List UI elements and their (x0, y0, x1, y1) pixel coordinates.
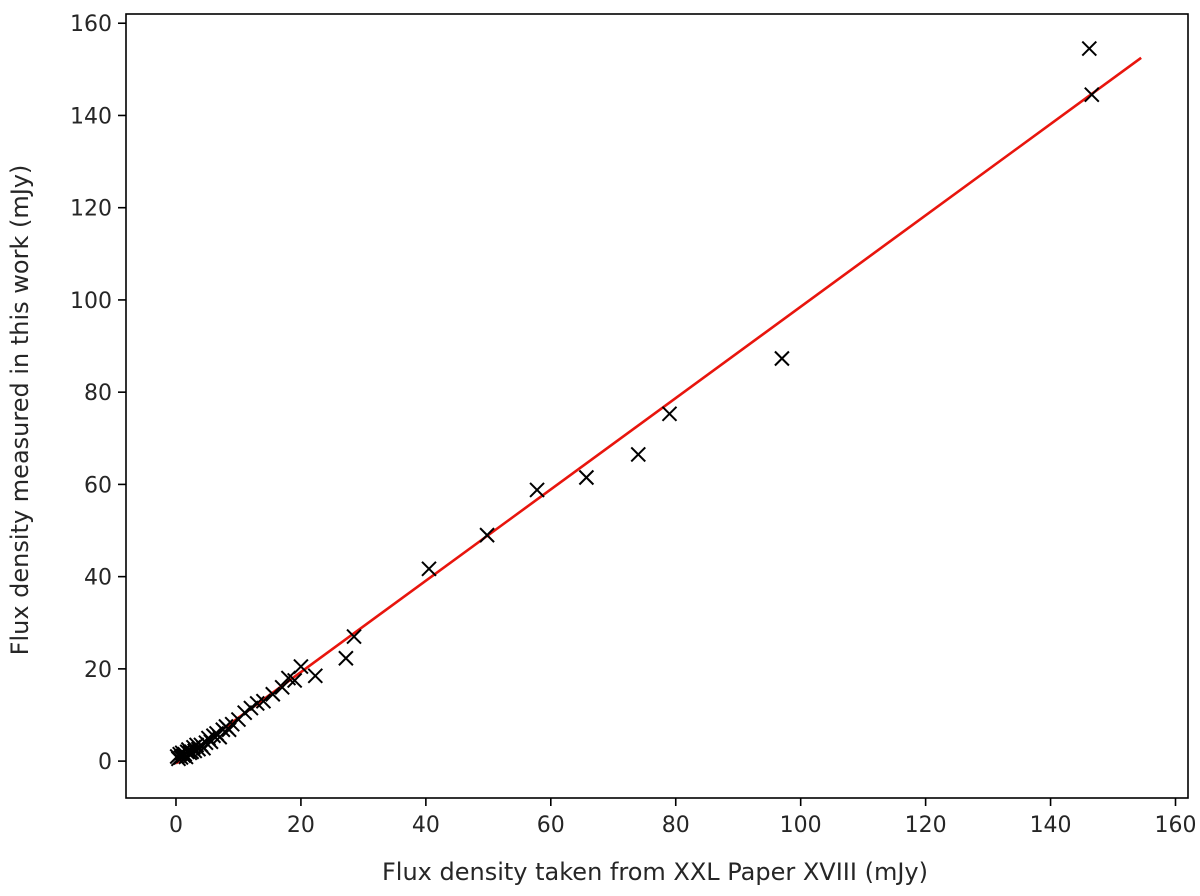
marker-stroke (307, 668, 323, 684)
marker-stroke (243, 700, 259, 716)
plot-frame (125, 13, 1189, 799)
data-point (1084, 86, 1100, 103)
x-tick-label: 0 (169, 813, 183, 838)
data-point (346, 628, 362, 645)
marker-stroke (188, 737, 205, 753)
fit-line-layer (175, 56, 1142, 765)
x-tick-label: 160 (1155, 813, 1197, 838)
y-tick-label: 160 (70, 12, 112, 37)
y-tick-label: 60 (84, 473, 112, 498)
data-point (338, 650, 354, 666)
marker-stroke (286, 672, 303, 689)
marker-stroke (529, 482, 545, 498)
y-axis-label: Flux density measured in this work (mJy) (6, 165, 34, 656)
marker-stroke (280, 670, 297, 686)
y-axis: 0 20 40 60 80 100 120 140 160 (70, 12, 126, 775)
x-tick-label: 60 (537, 813, 565, 838)
y-tick-label: 120 (70, 197, 112, 222)
x-tick-label: 120 (905, 813, 947, 838)
marker-stroke (338, 650, 354, 666)
data-point (255, 693, 272, 709)
data-point (224, 716, 240, 732)
marker-stroke (274, 679, 290, 696)
data-point (529, 482, 545, 498)
y-tick-label: 100 (70, 289, 112, 314)
data-point (236, 704, 253, 721)
data-point (578, 469, 595, 486)
data-point (274, 679, 290, 696)
marker-stroke (630, 446, 646, 463)
y-tick-label: 40 (84, 566, 112, 591)
data-point (774, 350, 790, 367)
x-tick-label: 100 (780, 813, 822, 838)
data-point (630, 446, 646, 463)
data-point (1081, 40, 1098, 57)
marker-stroke (255, 693, 272, 709)
marker-stroke (224, 716, 240, 732)
data-point (286, 672, 303, 689)
marker-stroke (236, 704, 253, 721)
x-axis: 0 20 40 60 80 100 120 140 160 (169, 798, 1197, 838)
x-axis-label: Flux density taken from XXL Paper XVIII … (382, 858, 928, 886)
marker-stroke (479, 527, 495, 543)
data-point (307, 668, 323, 684)
y-tick-label: 0 (98, 750, 112, 775)
x-tick-label: 80 (662, 813, 690, 838)
x-tick-label: 140 (1030, 813, 1072, 838)
data-point (243, 700, 259, 716)
marker-stroke (661, 406, 678, 422)
marker-stroke (1081, 40, 1098, 57)
y-tick-label: 80 (84, 381, 112, 406)
markers-layer (169, 40, 1100, 767)
data-point (479, 527, 495, 543)
plot-area (125, 13, 1189, 799)
marker-stroke (346, 628, 362, 645)
data-point (293, 658, 309, 675)
y-tick-label: 20 (84, 658, 112, 683)
marker-stroke (578, 469, 595, 486)
marker-stroke (293, 658, 309, 675)
fit-line (175, 56, 1142, 765)
marker-stroke (1084, 86, 1100, 103)
data-point (421, 561, 437, 577)
data-point (661, 406, 678, 422)
data-point (265, 686, 281, 702)
marker-stroke (265, 686, 281, 702)
marker-stroke (774, 350, 790, 367)
y-tick-label: 140 (70, 104, 112, 129)
marker-stroke (421, 561, 437, 577)
x-tick-label: 40 (412, 813, 440, 838)
x-tick-label: 20 (287, 813, 315, 838)
